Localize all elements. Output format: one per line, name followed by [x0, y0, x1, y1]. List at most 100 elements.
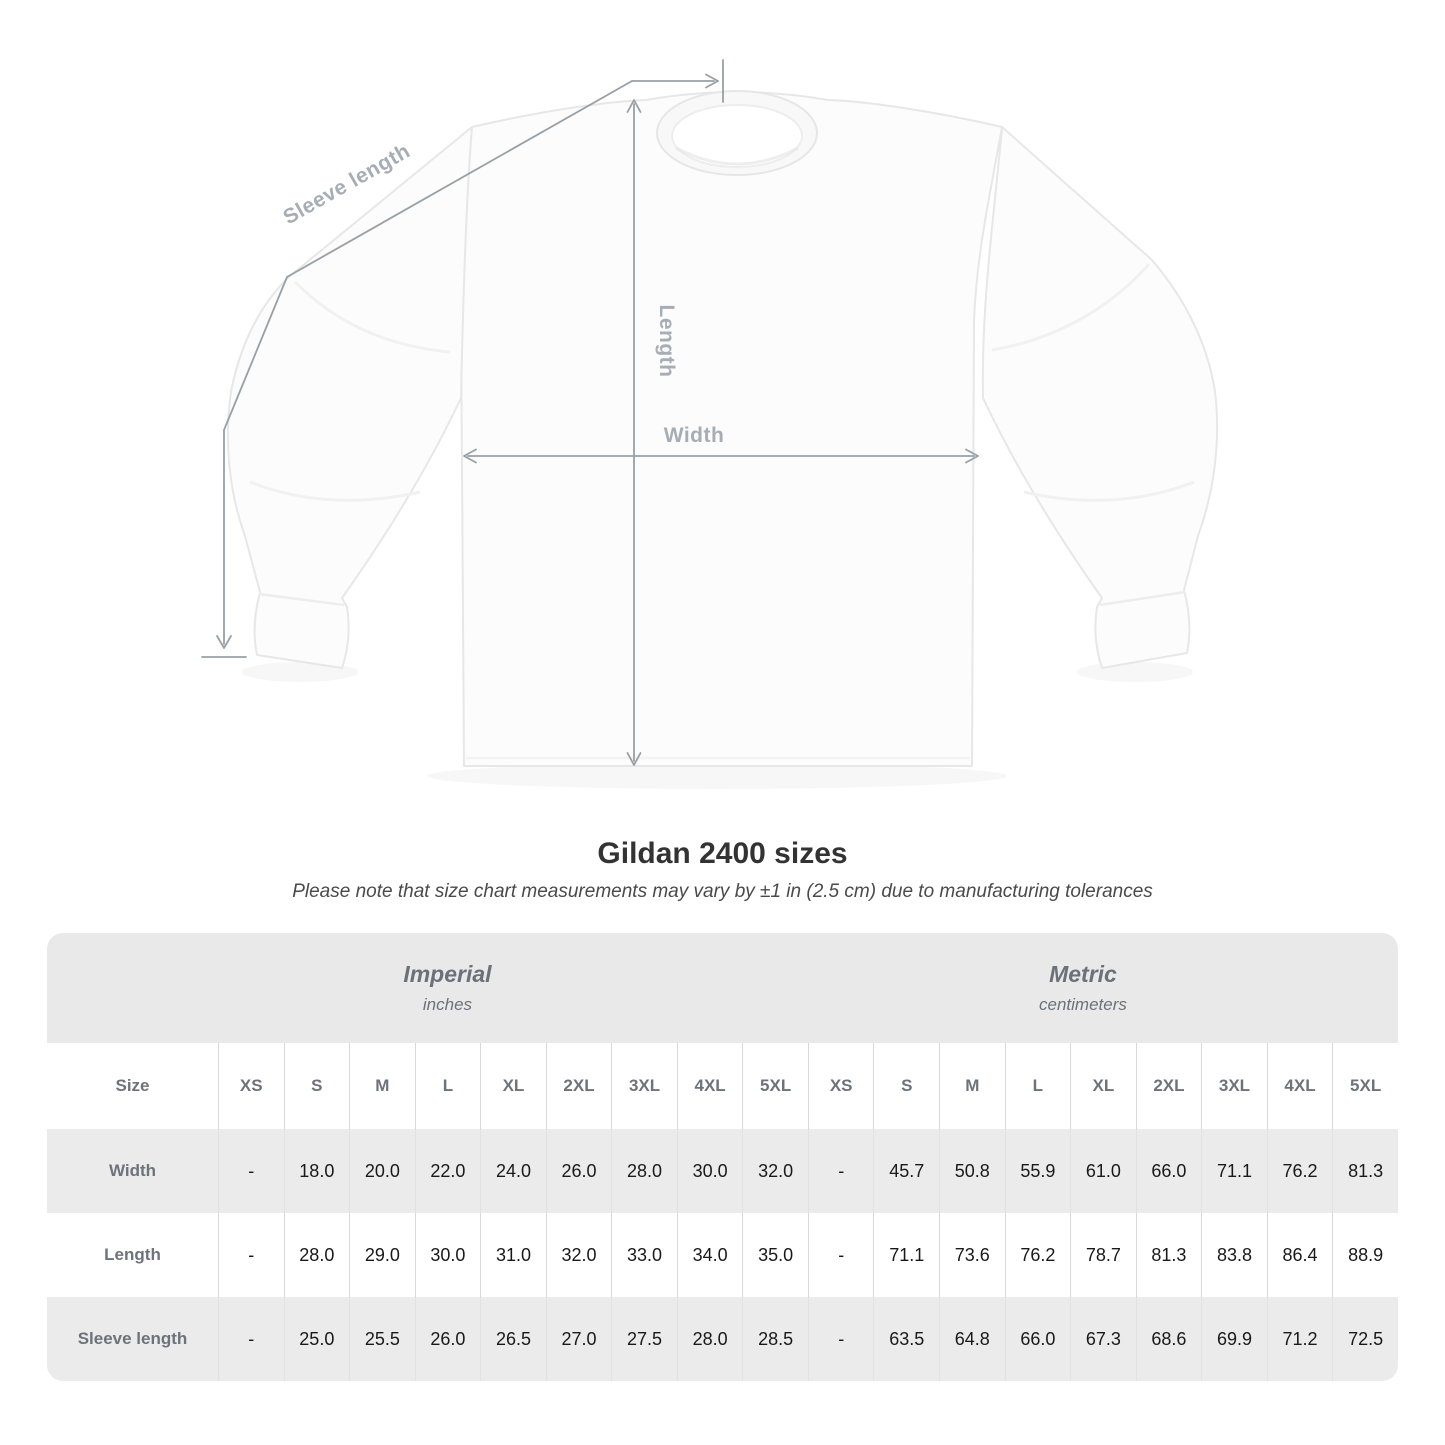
- value-cell: 27.0: [545, 1297, 612, 1381]
- size-header-cell: XL: [480, 1043, 546, 1129]
- value-cell: 76.2: [1004, 1213, 1071, 1297]
- value-cell: 20.0: [349, 1129, 415, 1213]
- length-label: Length: [655, 305, 678, 378]
- row-label-sleeve-length: Sleeve length: [47, 1297, 218, 1381]
- size-header-cell: M: [939, 1043, 1005, 1129]
- shirt-right-sleeve: [981, 126, 1219, 669]
- value-cell: 88.9: [1332, 1213, 1398, 1297]
- value-cell: 35.0: [742, 1213, 808, 1297]
- value-cell: 32.0: [545, 1213, 612, 1297]
- width-label: Width: [664, 424, 725, 447]
- value-cell: 78.7: [1070, 1213, 1136, 1297]
- page-title: Gildan 2400 sizes: [597, 837, 848, 870]
- left-cuff-seam: [258, 592, 345, 607]
- left-sleeve-fold-2: [249, 480, 421, 502]
- size-header-cell: 5XL: [742, 1043, 808, 1129]
- table-row-width: Width - 18.0 20.0 22.0 24.0 26.0 28.0 30…: [47, 1129, 1398, 1213]
- value-cell: 30.0: [676, 1129, 743, 1213]
- size-header-cell: S: [873, 1043, 940, 1129]
- value-cell: 83.8: [1201, 1213, 1267, 1297]
- value-cell: 81.3: [1135, 1213, 1202, 1297]
- value-cell: 24.0: [480, 1129, 546, 1213]
- size-header-cell: 5XL: [1332, 1043, 1398, 1129]
- value-cell: 22.0: [414, 1129, 481, 1213]
- value-cell: 50.8: [939, 1129, 1005, 1213]
- group-header-metric: Metric centimeters: [807, 933, 1398, 1043]
- right-cuff-seam: [1099, 590, 1186, 607]
- value-cell: 66.0: [1004, 1297, 1071, 1381]
- unit-group-header-row: Imperial inches Metric centimeters: [47, 933, 1398, 1043]
- size-header-cell: XL: [1070, 1043, 1136, 1129]
- value-cell: -: [807, 1213, 874, 1297]
- value-cell: 31.0: [480, 1213, 546, 1297]
- width-arrow: [463, 448, 979, 464]
- size-corner-label: Size: [47, 1043, 218, 1129]
- value-cell: 69.9: [1201, 1297, 1267, 1381]
- collar: [656, 90, 818, 176]
- size-header-cell: L: [1004, 1043, 1071, 1129]
- shirt-shadows: [242, 662, 1193, 789]
- value-cell: -: [807, 1129, 874, 1213]
- value-cell: 86.4: [1266, 1213, 1333, 1297]
- group-header-imperial: Imperial inches: [47, 933, 808, 1043]
- size-header-cell: L: [414, 1043, 481, 1129]
- value-cell: 28.0: [283, 1213, 350, 1297]
- value-cell: 18.0: [283, 1129, 350, 1213]
- size-table-container: Imperial inches Metric centimeters Size …: [47, 933, 1398, 1381]
- row-label-length: Length: [47, 1213, 218, 1297]
- table-row-length: Length - 28.0 29.0 30.0 31.0 32.0 33.0 3…: [47, 1213, 1398, 1297]
- size-note: Please note that size chart measurements…: [292, 881, 1153, 902]
- value-cell: 32.0: [742, 1129, 808, 1213]
- value-cell: 30.0: [414, 1213, 481, 1297]
- value-cell: 72.5: [1332, 1297, 1398, 1381]
- value-cell: -: [218, 1297, 284, 1381]
- shirt-left-sleeve: [226, 126, 473, 669]
- sleeve-length-arrow: [201, 59, 724, 658]
- size-header-cell: 4XL: [676, 1043, 743, 1129]
- value-cell: -: [807, 1297, 874, 1381]
- size-header-cell: XS: [218, 1043, 284, 1129]
- value-cell: 81.3: [1332, 1129, 1398, 1213]
- value-cell: 63.5: [873, 1297, 940, 1381]
- right-sleeve-fold: [991, 263, 1151, 352]
- shirt-measurement-diagram: Sleeve length Length Width: [201, 59, 1219, 789]
- value-cell: 26.0: [545, 1129, 612, 1213]
- value-cell: 26.0: [414, 1297, 481, 1381]
- group-unit-centimeters: centimeters: [1039, 995, 1127, 1014]
- size-table: Imperial inches Metric centimeters Size …: [47, 933, 1398, 1381]
- value-cell: 28.5: [742, 1297, 808, 1381]
- value-cell: 64.8: [939, 1297, 1005, 1381]
- value-cell: 76.2: [1266, 1129, 1333, 1213]
- table-row-sleeve-length: Sleeve length - 25.0 25.5 26.0 26.5 27.0…: [47, 1297, 1398, 1381]
- value-cell: 28.0: [676, 1297, 743, 1381]
- row-label-width: Width: [47, 1129, 218, 1213]
- group-name-imperial: Imperial: [403, 961, 492, 987]
- value-cell: 68.6: [1135, 1297, 1202, 1381]
- right-sleeve-fold-2: [1023, 480, 1195, 502]
- value-cell: 73.6: [939, 1213, 1005, 1297]
- value-cell: 71.1: [1201, 1129, 1267, 1213]
- left-sleeve-fold: [293, 280, 451, 354]
- group-name-metric: Metric: [1049, 961, 1117, 987]
- group-unit-inches: inches: [422, 995, 473, 1014]
- size-header-cell: 3XL: [611, 1043, 677, 1129]
- value-cell: 71.1: [873, 1213, 940, 1297]
- size-header-cell: S: [283, 1043, 350, 1129]
- value-cell: 71.2: [1266, 1297, 1333, 1381]
- value-cell: 45.7: [873, 1129, 940, 1213]
- shirt-body: [458, 91, 1003, 767]
- value-cell: 28.0: [611, 1129, 677, 1213]
- size-header-cell: 2XL: [1135, 1043, 1202, 1129]
- value-cell: -: [218, 1129, 284, 1213]
- value-cell: 34.0: [676, 1213, 743, 1297]
- size-header-cell: 3XL: [1201, 1043, 1267, 1129]
- value-cell: 25.0: [283, 1297, 350, 1381]
- value-cell: 61.0: [1070, 1129, 1136, 1213]
- value-cell: 67.3: [1070, 1297, 1136, 1381]
- value-cell: 29.0: [349, 1213, 415, 1297]
- size-header-cell: M: [349, 1043, 415, 1129]
- size-header-row: Size XS S M L XL 2XL 3XL 4XL 5XL XS S M …: [47, 1043, 1398, 1129]
- size-header-cell: 4XL: [1266, 1043, 1333, 1129]
- value-cell: 66.0: [1135, 1129, 1202, 1213]
- length-arrow: [626, 99, 642, 766]
